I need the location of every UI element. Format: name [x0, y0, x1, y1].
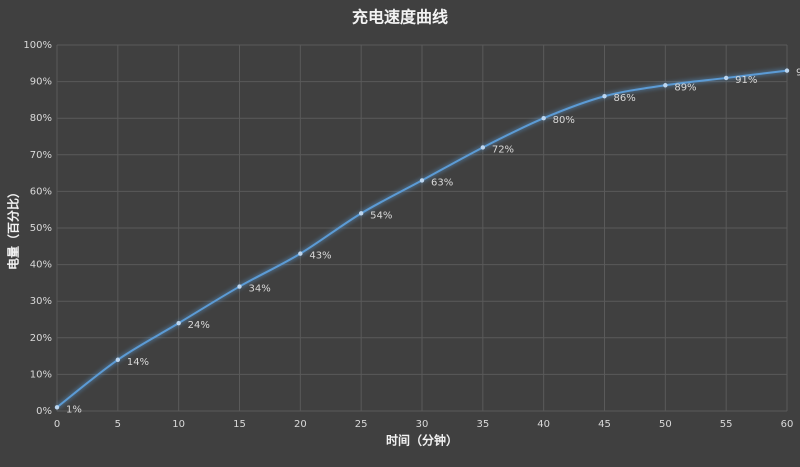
data-point — [298, 251, 303, 256]
x-tick-label: 35 — [476, 419, 489, 430]
y-axis-title: 电量（百分比） — [6, 186, 21, 270]
y-tick-label: 90% — [30, 77, 52, 88]
y-tick-label: 60% — [30, 186, 52, 197]
data-point — [663, 83, 668, 88]
x-tick-label: 55 — [720, 419, 733, 430]
x-tick-label: 15 — [233, 419, 246, 430]
data-label: 89% — [674, 82, 696, 93]
x-tick-label: 0 — [54, 419, 60, 430]
data-point — [784, 68, 790, 73]
x-tick-label: 20 — [294, 419, 307, 430]
data-point — [115, 357, 121, 362]
data-label: 86% — [614, 93, 636, 104]
data-point — [419, 178, 425, 183]
y-tick-label: 10% — [30, 369, 52, 380]
data-point — [358, 211, 364, 216]
y-tick-label: 100% — [23, 40, 52, 51]
x-tick-label: 30 — [416, 419, 429, 430]
x-tick-label: 45 — [598, 419, 611, 430]
data-label: 91% — [735, 75, 757, 86]
x-tick-label: 10 — [172, 419, 185, 430]
x-tick-label: 25 — [355, 419, 368, 430]
y-tick-label: 30% — [30, 296, 52, 307]
data-point — [176, 320, 181, 326]
x-axis-title: 时间（分钟） — [386, 433, 458, 448]
data-label: 72% — [492, 144, 514, 155]
data-label: 43% — [309, 251, 331, 262]
y-tick-label: 0% — [36, 406, 52, 417]
x-tick-label: 50 — [659, 419, 672, 430]
data-label: 34% — [249, 284, 271, 295]
data-point — [602, 94, 607, 99]
data-point — [723, 75, 729, 81]
data-label: 80% — [553, 115, 575, 126]
data-label: 93% — [796, 68, 800, 79]
chart-title: 充电速度曲线 — [352, 8, 448, 27]
y-tick-label: 70% — [30, 150, 52, 161]
data-point — [541, 116, 546, 121]
y-tick-label: 40% — [30, 260, 52, 271]
data-point — [54, 405, 60, 410]
data-label: 54% — [370, 210, 392, 221]
data-point — [237, 284, 242, 289]
data-label: 63% — [431, 177, 453, 188]
y-tick-label: 20% — [30, 333, 52, 344]
data-label: 14% — [127, 357, 149, 368]
y-tick-label: 50% — [30, 223, 52, 234]
x-tick-label: 40 — [537, 419, 550, 430]
x-tick-label: 60 — [781, 419, 794, 430]
data-label: 24% — [188, 320, 210, 331]
data-label: 1% — [66, 404, 82, 415]
x-tick-label: 5 — [115, 419, 121, 430]
y-tick-label: 80% — [30, 113, 52, 124]
data-point — [480, 145, 486, 150]
